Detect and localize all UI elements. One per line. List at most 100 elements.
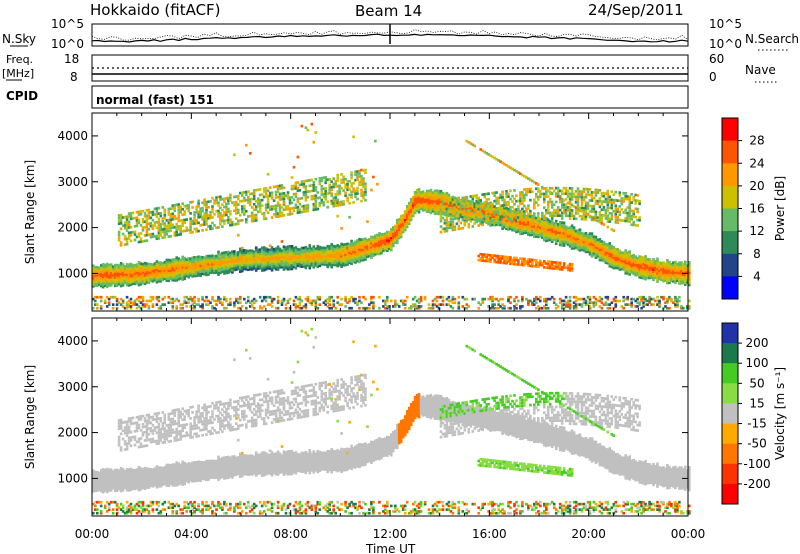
power-cell	[314, 131, 318, 134]
power-cell	[123, 275, 127, 278]
power-cell	[570, 198, 574, 201]
power-cell	[570, 245, 574, 248]
power-cell	[541, 185, 544, 189]
power-cell	[580, 195, 584, 199]
power-cell	[221, 258, 224, 261]
power-cell	[491, 254, 494, 257]
power-cell	[574, 217, 578, 221]
power-cell	[197, 257, 200, 261]
power-cell	[598, 200, 602, 203]
power-cell	[326, 200, 329, 204]
power-cell	[189, 269, 192, 273]
power-cell	[485, 211, 488, 215]
power-cell	[322, 195, 326, 199]
power-cell	[397, 228, 401, 232]
power-cell	[159, 234, 163, 237]
power-cell	[165, 275, 169, 278]
power-cell	[262, 297, 266, 301]
power-cell	[543, 259, 546, 263]
power-cell	[286, 207, 290, 211]
power-cell	[356, 251, 359, 255]
power-cell	[348, 215, 351, 219]
power-cell	[181, 229, 184, 233]
power-cell	[302, 263, 306, 266]
power-cell	[423, 194, 427, 197]
power-cell	[193, 305, 196, 308]
power-cell	[266, 205, 270, 209]
power-cell	[237, 203, 240, 206]
power-cell	[401, 220, 405, 224]
power-cell	[117, 214, 121, 217]
power-cell	[572, 244, 576, 248]
power-cell	[461, 199, 465, 202]
power-cell	[141, 229, 145, 232]
power-cell	[411, 195, 415, 199]
power-cell	[552, 230, 556, 233]
power-cell	[588, 193, 592, 197]
power-cell	[191, 303, 194, 306]
power-cell	[161, 230, 165, 234]
power-cell	[151, 267, 155, 271]
power-cell	[523, 174, 526, 178]
power-cell	[195, 266, 198, 269]
power-cell	[111, 279, 115, 283]
power-cell	[217, 271, 220, 274]
power-cell	[217, 195, 220, 199]
power-cell	[107, 301, 111, 305]
power-cell	[209, 256, 212, 260]
power-cell	[302, 180, 306, 183]
power-cell	[388, 239, 391, 242]
power-cell	[471, 207, 475, 211]
power-cell	[491, 213, 494, 216]
power-cell	[386, 295, 389, 299]
power-cell	[523, 223, 526, 226]
power-cell	[320, 179, 324, 183]
power-cell	[338, 263, 341, 267]
power-cell	[461, 203, 465, 206]
power-cell	[596, 199, 600, 203]
power-cell	[497, 215, 500, 219]
power-cell	[282, 214, 286, 217]
power-cell	[501, 216, 504, 220]
power-cell	[445, 196, 449, 199]
power-cell	[107, 282, 111, 285]
power-cell	[223, 259, 226, 263]
power-cell	[205, 263, 208, 266]
power-cell	[268, 267, 272, 270]
power-cell	[296, 252, 300, 255]
power-cell	[115, 263, 119, 267]
power-cell	[535, 216, 538, 220]
power-cell	[360, 238, 363, 242]
power-cell	[294, 262, 298, 266]
power-cell	[370, 235, 373, 239]
power-cell	[274, 255, 278, 259]
power-cell	[582, 249, 586, 252]
power-cell	[105, 305, 109, 308]
power-cell	[221, 264, 224, 267]
power-cell	[417, 210, 421, 214]
power-cell	[584, 303, 588, 306]
power-cell	[497, 218, 500, 222]
power-cell	[121, 232, 125, 236]
power-cell	[578, 195, 582, 199]
power-cell	[519, 263, 522, 267]
power-cell	[364, 182, 367, 186]
power-cell	[197, 274, 200, 277]
power-cell	[215, 196, 218, 199]
power-cell	[370, 301, 373, 305]
power-cell	[602, 255, 606, 259]
power-cell	[467, 223, 471, 226]
power-cell	[304, 266, 308, 270]
power-cell	[348, 297, 351, 301]
power-cell	[588, 238, 592, 242]
power-cell	[105, 266, 109, 270]
power-cell	[264, 299, 268, 303]
power-cell	[566, 226, 570, 230]
power-cell	[378, 248, 381, 252]
power-cell	[354, 189, 357, 193]
power-cell	[316, 265, 320, 269]
power-cell	[282, 260, 286, 263]
power-cell	[254, 260, 258, 264]
power-cell	[312, 140, 316, 144]
power-cell	[229, 255, 232, 259]
